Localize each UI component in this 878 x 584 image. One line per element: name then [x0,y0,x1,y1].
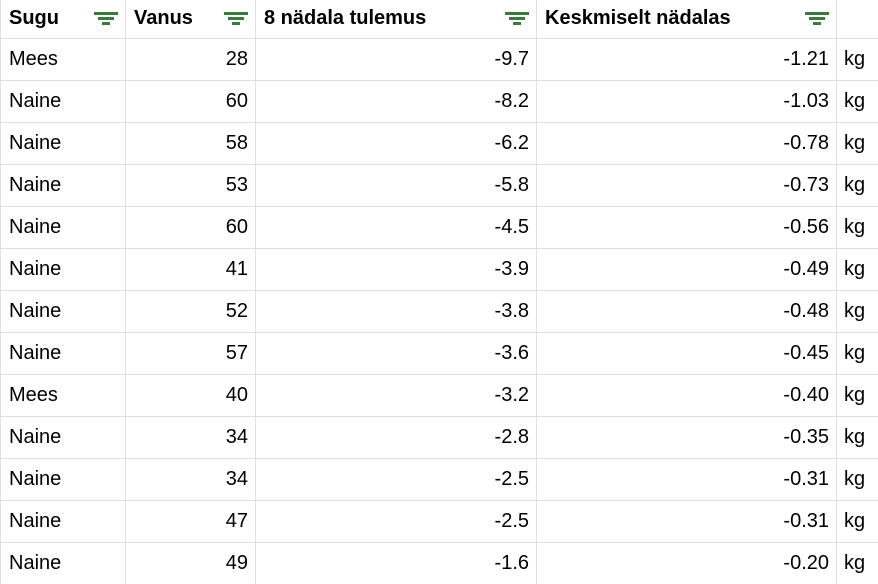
cell-tulemus[interactable]: -3.8 [255,290,537,333]
cell-unit[interactable]: kg [836,374,878,417]
cell-tulemus[interactable]: -8.2 [255,80,537,123]
cell-keskmiselt[interactable]: -0.20 [536,542,837,584]
cell-unit[interactable]: kg [836,416,878,459]
cell-tulemus[interactable]: -1.6 [255,542,537,584]
filter-icon[interactable] [505,12,529,26]
cell-vanus[interactable]: 58 [125,122,256,165]
table-row: Naine 49 -1.6 -0.20 kg [0,542,878,584]
cell-keskmiselt[interactable]: -0.56 [536,206,837,249]
cell-tulemus[interactable]: -3.2 [255,374,537,417]
cell-keskmiselt[interactable]: -0.49 [536,248,837,291]
cell-sugu[interactable]: Naine [0,206,126,249]
cell-vanus[interactable]: 52 [125,290,256,333]
cell-sugu[interactable]: Mees [0,374,126,417]
table-row: Naine 53 -5.8 -0.73 kg [0,164,878,207]
column-header-unit [836,0,878,39]
cell-vanus[interactable]: 53 [125,164,256,207]
cell-sugu[interactable]: Naine [0,80,126,123]
cell-vanus[interactable]: 28 [125,38,256,81]
column-header-keskmiselt-label: Keskmiselt nädalas [545,7,731,30]
cell-sugu[interactable]: Naine [0,458,126,501]
table-row: Naine 52 -3.8 -0.48 kg [0,290,878,333]
cell-unit[interactable]: kg [836,458,878,501]
cell-sugu[interactable]: Naine [0,416,126,459]
header-row: Sugu Vanus 8 nädala tulemus [0,0,878,39]
cell-keskmiselt[interactable]: -0.35 [536,416,837,459]
cell-unit[interactable]: kg [836,290,878,333]
table-row: Naine 57 -3.6 -0.45 kg [0,332,878,375]
filter-icon[interactable] [224,12,248,26]
cell-keskmiselt[interactable]: -1.03 [536,80,837,123]
cell-keskmiselt[interactable]: -0.78 [536,122,837,165]
column-header-vanus-label: Vanus [134,7,193,30]
cell-vanus[interactable]: 47 [125,500,256,543]
table-row: Naine 34 -2.8 -0.35 kg [0,416,878,459]
cell-keskmiselt[interactable]: -0.73 [536,164,837,207]
table-row: Mees 40 -3.2 -0.40 kg [0,374,878,417]
cell-tulemus[interactable]: -4.5 [255,206,537,249]
cell-unit[interactable]: kg [836,248,878,291]
cell-sugu[interactable]: Naine [0,122,126,165]
column-header-keskmiselt: Keskmiselt nädalas [536,0,837,39]
cell-unit[interactable]: kg [836,164,878,207]
cell-vanus[interactable]: 34 [125,458,256,501]
cell-vanus[interactable]: 60 [125,80,256,123]
table-row: Mees 28 -9.7 -1.21 kg [0,38,878,81]
cell-sugu[interactable]: Mees [0,38,126,81]
cell-sugu[interactable]: Naine [0,542,126,584]
filter-icon[interactable] [805,12,829,26]
cell-tulemus[interactable]: -2.8 [255,416,537,459]
cell-tulemus[interactable]: -6.2 [255,122,537,165]
cell-sugu[interactable]: Naine [0,248,126,291]
table-row: Naine 58 -6.2 -0.78 kg [0,122,878,165]
table-row: Naine 60 -4.5 -0.56 kg [0,206,878,249]
table-row: Naine 34 -2.5 -0.31 kg [0,458,878,501]
cell-keskmiselt[interactable]: -0.31 [536,500,837,543]
cell-tulemus[interactable]: -2.5 [255,500,537,543]
cell-sugu[interactable]: Naine [0,164,126,207]
cell-unit[interactable]: kg [836,38,878,81]
table-row: Naine 41 -3.9 -0.49 kg [0,248,878,291]
column-header-sugu-label: Sugu [9,7,59,30]
cell-vanus[interactable]: 60 [125,206,256,249]
cell-sugu[interactable]: Naine [0,332,126,375]
cell-vanus[interactable]: 34 [125,416,256,459]
column-header-tulemus-label: 8 nädala tulemus [264,7,427,30]
cell-unit[interactable]: kg [836,500,878,543]
cell-tulemus[interactable]: -5.8 [255,164,537,207]
column-header-sugu: Sugu [0,0,126,39]
cell-tulemus[interactable]: -3.9 [255,248,537,291]
column-header-tulemus: 8 nädala tulemus [255,0,537,39]
cell-keskmiselt[interactable]: -0.48 [536,290,837,333]
cell-unit[interactable]: kg [836,206,878,249]
cell-vanus[interactable]: 57 [125,332,256,375]
column-header-vanus: Vanus [125,0,256,39]
cell-unit[interactable]: kg [836,122,878,165]
table-row: Naine 47 -2.5 -0.31 kg [0,500,878,543]
cell-tulemus[interactable]: -3.6 [255,332,537,375]
cell-vanus[interactable]: 41 [125,248,256,291]
table-body: Mees 28 -9.7 -1.21 kg Naine 60 -8.2 -1.0… [0,38,878,584]
cell-keskmiselt[interactable]: -0.40 [536,374,837,417]
cell-keskmiselt[interactable]: -0.45 [536,332,837,375]
cell-vanus[interactable]: 40 [125,374,256,417]
cell-unit[interactable]: kg [836,80,878,123]
cell-sugu[interactable]: Naine [0,290,126,333]
cell-tulemus[interactable]: -9.7 [255,38,537,81]
table-row: Naine 60 -8.2 -1.03 kg [0,80,878,123]
cell-sugu[interactable]: Naine [0,500,126,543]
cell-vanus[interactable]: 49 [125,542,256,584]
cell-keskmiselt[interactable]: -0.31 [536,458,837,501]
cell-keskmiselt[interactable]: -1.21 [536,38,837,81]
cell-unit[interactable]: kg [836,542,878,584]
cell-unit[interactable]: kg [836,332,878,375]
filter-icon[interactable] [94,12,118,26]
cell-tulemus[interactable]: -2.5 [255,458,537,501]
